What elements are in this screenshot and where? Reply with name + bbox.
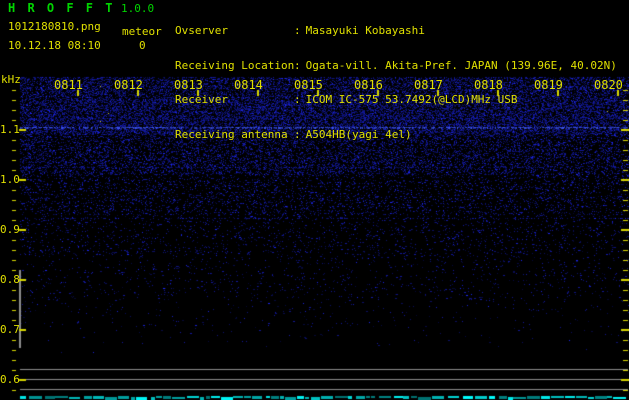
app-title: H R O F F T xyxy=(8,1,115,15)
x-tick-label-0811: 0811 xyxy=(54,78,83,92)
info-row-antenna: Receiving antenna: A504HB(yagi 4el) xyxy=(175,127,617,141)
info-label: Receiver xyxy=(175,94,228,106)
y-tick-label-0.7: 0.7 xyxy=(0,323,20,336)
x-tick-label-0819: 0819 xyxy=(534,78,563,92)
info-value: Masayuki Kobayashi xyxy=(305,24,425,37)
colon: : xyxy=(294,58,301,72)
echo-count: 0 xyxy=(139,39,146,52)
info-label: Receiving Location xyxy=(175,59,294,71)
y-tick-label-0.9: 0.9 xyxy=(0,223,20,236)
x-tick-label-0814: 0814 xyxy=(234,78,263,92)
info-row-location: Receiving Location: Ogata-vill. Akita-Pre… xyxy=(175,58,617,72)
x-tick-label-0818: 0818 xyxy=(474,78,503,92)
y-tick-label-1.0: 1.0 xyxy=(0,173,20,186)
x-tick-label-0816: 0816 xyxy=(354,78,383,92)
info-label: Ovserver xyxy=(175,25,228,37)
info-value: ICOM IC-575 53.7492(@LCD)MHz USB xyxy=(305,93,518,106)
x-tick-label-0813: 0813 xyxy=(174,78,203,92)
app-version: 1.0.0 xyxy=(121,2,155,15)
x-tick-label-0812: 0812 xyxy=(114,78,143,92)
x-tick-label-0817: 0817 xyxy=(414,78,443,92)
x-tick-label-0820: 0820 xyxy=(594,78,623,92)
info-value: Ogata-vill. Akita-Pref. JAPAN (139.96E, … xyxy=(305,58,617,72)
info-row-receiver: Receiver: ICOM IC-575 53.7492(@LCD)MHz US… xyxy=(175,94,617,106)
y-tick-label-1.1: 1.1 xyxy=(0,123,20,136)
observation-mode: meteor xyxy=(122,25,162,38)
info-row-observer: Ovserver: Masayuki Kobayashi xyxy=(175,25,617,37)
info-label: Receiving antenna xyxy=(175,128,288,140)
y-axis-unit-label: kHz xyxy=(1,73,21,86)
observation-datetime: 10.12.18 08:10 xyxy=(8,39,101,52)
colon: : xyxy=(294,24,301,37)
y-tick-label-0.6: 0.6 xyxy=(0,373,20,386)
output-filename: 1012180810.png xyxy=(8,20,101,33)
colon: : xyxy=(294,127,301,141)
info-value: A504HB(yagi 4el) xyxy=(305,127,412,141)
station-info: Ovserver: Masayuki Kobayashi Receiving Lo… xyxy=(175,2,617,163)
x-tick-label-0815: 0815 xyxy=(294,78,323,92)
y-tick-label-0.8: 0.8 xyxy=(0,273,20,286)
colon: : xyxy=(294,93,301,106)
